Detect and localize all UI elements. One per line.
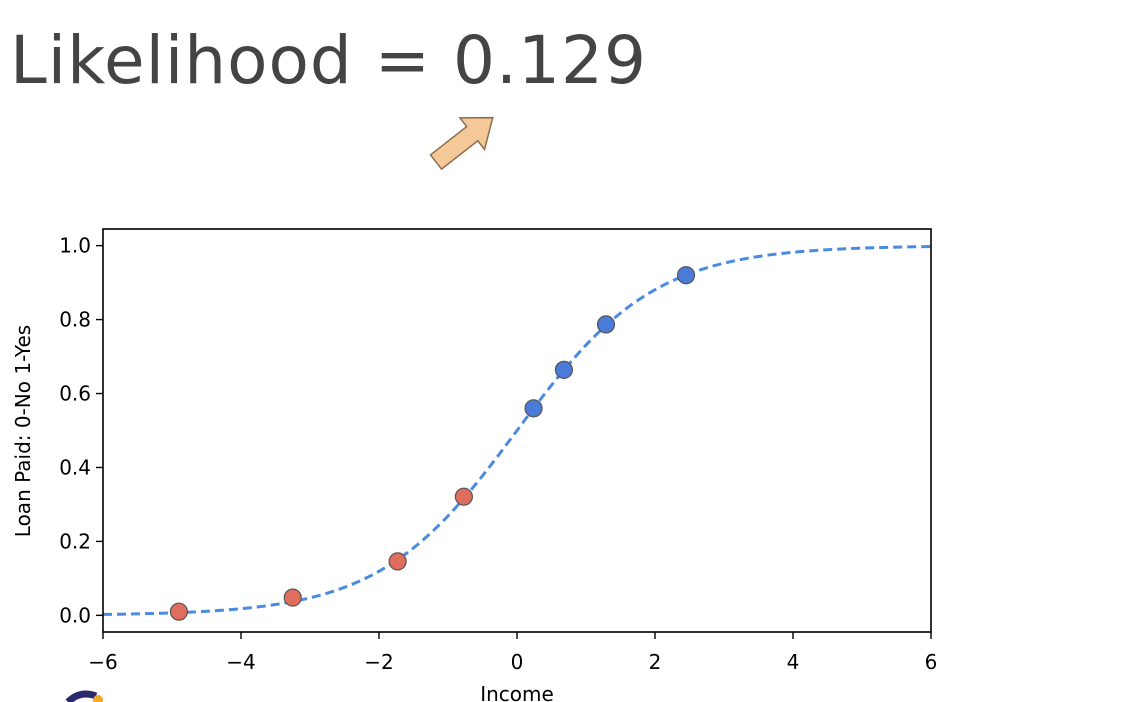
data-point-class-1: [596, 315, 616, 334]
x-tick-label: −4: [226, 650, 255, 674]
y-tick-label: 1.0: [59, 234, 91, 258]
x-axis-label: Income: [480, 682, 554, 702]
equals-sign: =: [374, 22, 432, 99]
y-tick-label: 0.8: [59, 308, 91, 332]
pointer-arrow-icon: [429, 116, 494, 171]
y-tick-label: 0.2: [59, 529, 91, 553]
data-point-class-0: [388, 552, 407, 571]
likelihood-label: Likelihood: [10, 22, 353, 99]
data-point-class-1: [524, 399, 543, 418]
y-tick-label: 0.4: [59, 455, 91, 479]
likelihood-headline: Likelihood = 0.129: [10, 22, 647, 99]
logistic-curve: [102, 245, 932, 616]
y-tick-label: 0.6: [59, 382, 91, 406]
likelihood-value: 0.129: [453, 22, 647, 99]
data-point-class-0: [454, 487, 473, 506]
x-tick-label: 2: [649, 650, 662, 674]
data-point-class-1: [554, 360, 574, 379]
x-tick-label: 0: [511, 650, 524, 674]
data-point-class-0: [169, 602, 188, 621]
x-tick-label: −2: [364, 650, 393, 674]
x-tick-label: 6: [925, 650, 938, 674]
x-tick-label: 4: [787, 650, 800, 674]
y-axis-label: Loan Paid: 0-No 1-Yes: [11, 325, 35, 537]
y-tick-label: 0.0: [59, 603, 91, 627]
logo-icon: [65, 690, 103, 702]
data-point-class-0: [283, 588, 302, 607]
x-tick-label: −6: [88, 650, 117, 674]
data-point-class-1: [676, 266, 696, 285]
